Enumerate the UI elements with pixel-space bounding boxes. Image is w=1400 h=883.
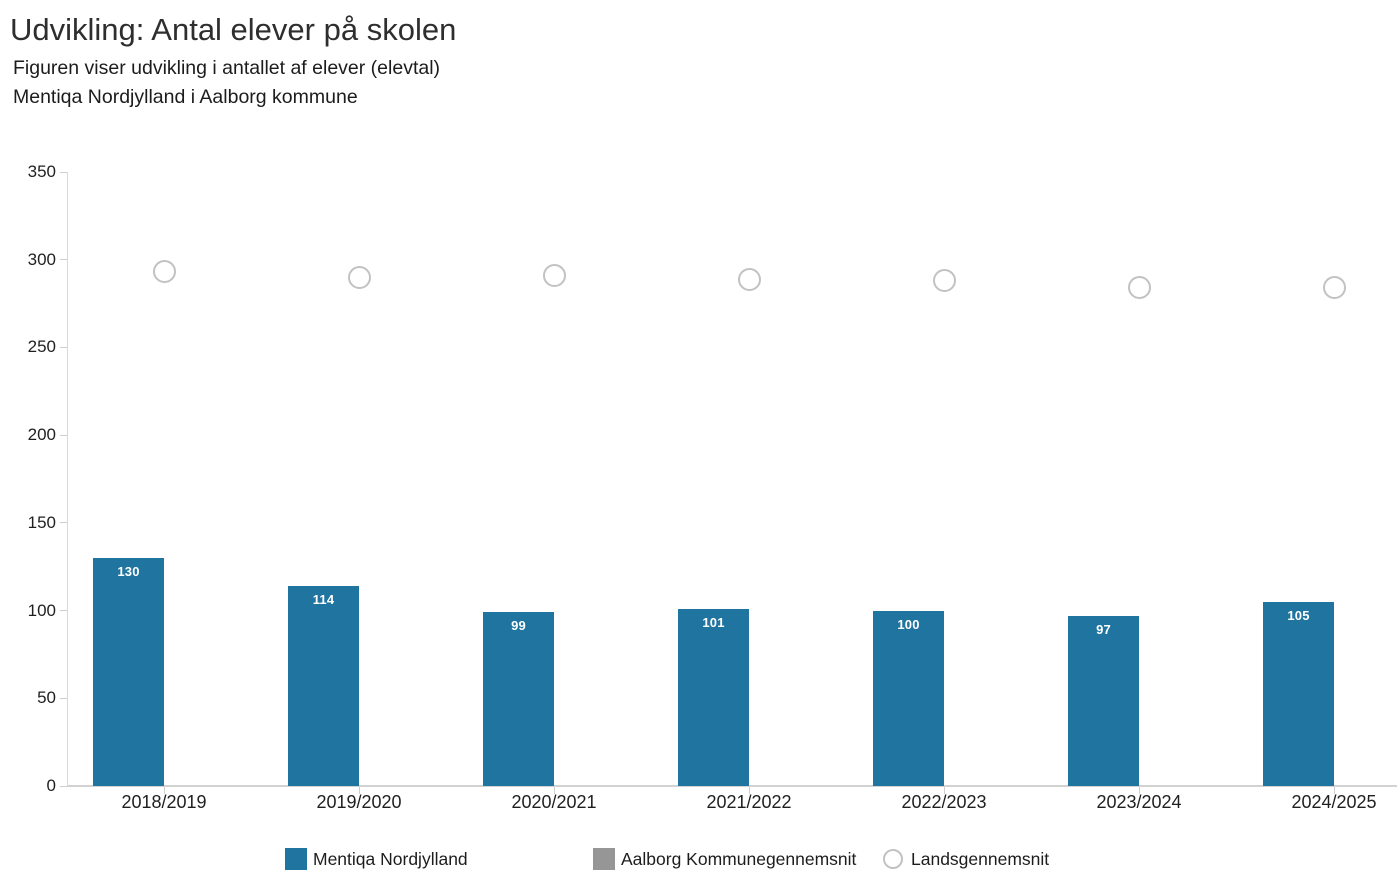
y-axis-tick (60, 697, 67, 699)
x-axis-tick (359, 787, 360, 794)
bar-value-label: 105 (1287, 607, 1310, 623)
x-axis-tick (554, 787, 555, 794)
bar-value-label: 130 (117, 563, 140, 579)
y-axis-tick (60, 434, 67, 436)
y-axis-tick-label: 300 (27, 249, 56, 269)
scatter-point-2021/2022[interactable] (737, 267, 761, 291)
scatter-point-2019/2020[interactable] (347, 265, 371, 289)
legend-item-mentiqa-nordjylland[interactable]: Mentiqa Nordjylland (285, 846, 468, 872)
legend-swatch-bar-gray (593, 848, 615, 870)
legend-label: Mentiqa Nordjylland (313, 848, 468, 869)
scatter-point-2022/2023[interactable] (932, 269, 956, 293)
x-axis-tick-label: 2021/2022 (706, 792, 792, 812)
y-axis-tick-label: 0 (46, 776, 56, 795)
x-axis-tick-label: 2022/2023 (901, 792, 987, 812)
scatter-point-2018/2019[interactable] (152, 260, 176, 284)
x-axis-tick (1139, 787, 1140, 794)
bar-value-label: 100 (897, 616, 920, 632)
y-axis-tick (60, 785, 67, 787)
legend-marker-open-circle-icon (883, 849, 903, 869)
y-axis-tick (60, 259, 67, 261)
x-axis-tick-label: 2018/2019 (121, 792, 207, 812)
bar-2018/2019[interactable]: 130 (93, 557, 164, 786)
x-axis-tick (749, 787, 750, 794)
scatter-point-2023/2024[interactable] (1127, 276, 1151, 300)
x-axis-tick (164, 787, 165, 794)
bar-value-label: 114 (312, 592, 335, 607)
y-axis-tick-label: 50 (37, 688, 56, 708)
legend: Mentiqa Nordjylland Aalborg Kommunegenne… (0, 846, 1400, 876)
y-axis-tick-label: 250 (27, 337, 56, 357)
chart-subtitle-line2: Mentiqa Nordjylland i Aalborg kommune (13, 86, 358, 108)
legend-label: Landsgennemsnit (911, 848, 1050, 869)
y-axis-tick (60, 171, 67, 173)
x-axis-tick (1334, 787, 1335, 794)
bar-2020/2021[interactable]: 99 (483, 612, 554, 786)
scatter-point-2020/2021[interactable] (542, 264, 566, 287)
bar-2023/2024[interactable]: 97 (1068, 615, 1139, 786)
scatter-point-2024/2025[interactable] (1322, 276, 1346, 300)
y-axis-tick (60, 522, 67, 524)
y-axis-line (67, 172, 68, 786)
bar-value-label: 99 (511, 618, 526, 634)
y-axis-tick (60, 346, 67, 348)
bar-2022/2023[interactable]: 100 (873, 610, 944, 786)
legend-label: Aalborg Kommunegennemsnit (621, 848, 857, 869)
y-axis-tick-label: 100 (27, 600, 56, 620)
legend-item-aalborg-kommunegennemsnit[interactable]: Aalborg Kommunegennemsnit (593, 846, 856, 872)
y-axis-tick-label: 200 (27, 425, 56, 445)
bar-2019/2020[interactable]: 114 (288, 586, 359, 786)
chart-subtitle-line1: Figuren viser udvikling i antallet af el… (13, 57, 441, 79)
legend-swatch-bar-blue (285, 848, 307, 870)
page-title: Udvikling: Antal elever på skolen (10, 12, 457, 47)
y-axis-tick (60, 610, 67, 612)
legend-item-landsgennemsnit[interactable]: Landsgennemsnit (883, 846, 1049, 872)
x-axis-tick (944, 787, 945, 794)
bar-value-label: 97 (1096, 621, 1111, 637)
y-axis-tick-label: 350 (27, 162, 56, 181)
x-axis-tick-label: 2023/2024 (1096, 792, 1182, 812)
y-axis-tick-label: 150 (27, 512, 56, 532)
x-axis-tick-label: 2024/2025 (1291, 792, 1377, 812)
x-axis-line (67, 785, 1397, 787)
bar-2021/2022[interactable]: 101 (678, 608, 749, 786)
x-axis-tick-label: 2020/2021 (511, 792, 597, 812)
bar-2024/2025[interactable]: 105 (1263, 601, 1334, 786)
bar-value-label: 101 (702, 614, 725, 630)
x-axis-tick-label: 2019/2020 (316, 792, 402, 812)
